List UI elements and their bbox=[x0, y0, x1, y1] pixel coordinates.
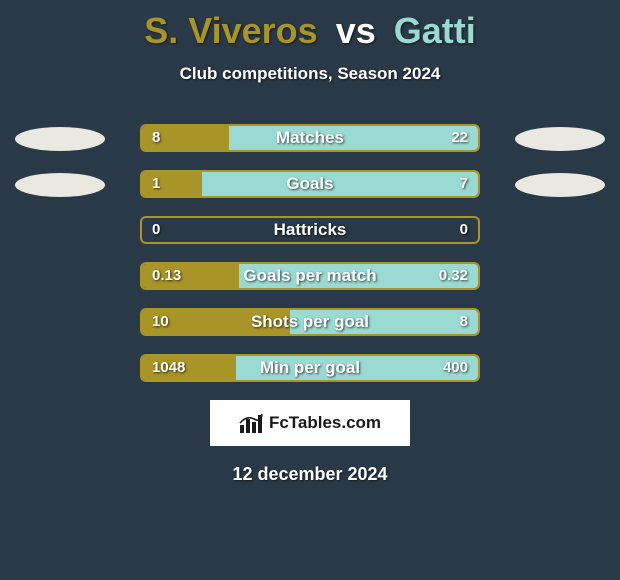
stat-row: Shots per goal10 8 bbox=[0, 308, 620, 338]
brand-text: FcTables.com bbox=[269, 413, 381, 433]
player1-name: S. Viveros bbox=[144, 10, 317, 51]
stat-bar: Hattricks0 0 bbox=[140, 216, 480, 244]
bar-icon bbox=[239, 413, 263, 433]
player2-value: 400 bbox=[443, 356, 468, 380]
player1-value: 0 bbox=[152, 218, 160, 242]
player1-value: 8 bbox=[152, 126, 160, 150]
stat-row: Hattricks0 0 bbox=[0, 216, 620, 246]
brand-badge: FcTables.com bbox=[210, 400, 410, 446]
stat-label: Hattricks bbox=[142, 218, 478, 242]
stat-bar: Matches8 22 bbox=[140, 124, 480, 152]
vs-label: vs bbox=[336, 10, 376, 51]
player1-token bbox=[15, 173, 105, 197]
comparison-title: S. Viveros vs Gatti bbox=[0, 0, 620, 52]
stat-label: Matches bbox=[142, 126, 478, 150]
stat-row: Min per goal1048 400 bbox=[0, 354, 620, 384]
stat-row: Goals per match0.13 0.32 bbox=[0, 262, 620, 292]
stat-bar: Min per goal1048 400 bbox=[140, 354, 480, 382]
player1-value: 1 bbox=[152, 172, 160, 196]
stat-label: Goals per match bbox=[142, 264, 478, 288]
comparison-chart: Matches822Goals17Hattricks00Goals per ma… bbox=[0, 124, 620, 384]
player2-value: 0 bbox=[460, 218, 468, 242]
stat-row: Matches8 22 bbox=[0, 124, 620, 154]
subtitle: Club competitions, Season 2024 bbox=[0, 64, 620, 84]
player2-value: 7 bbox=[460, 172, 468, 196]
stat-bar: Shots per goal10 8 bbox=[140, 308, 480, 336]
player2-token bbox=[515, 127, 605, 151]
stat-label: Goals bbox=[142, 172, 478, 196]
player2-value: 0.32 bbox=[439, 264, 468, 288]
stat-bar: Goals per match0.13 0.32 bbox=[140, 262, 480, 290]
player1-value: 1048 bbox=[152, 356, 185, 380]
player2-token bbox=[515, 173, 605, 197]
player2-value: 22 bbox=[451, 126, 468, 150]
player2-value: 8 bbox=[460, 310, 468, 334]
stat-row: Goals1 7 bbox=[0, 170, 620, 200]
player1-token bbox=[15, 127, 105, 151]
stat-label: Min per goal bbox=[142, 356, 478, 380]
stat-label: Shots per goal bbox=[142, 310, 478, 334]
player1-value: 0.13 bbox=[152, 264, 181, 288]
player1-value: 10 bbox=[152, 310, 169, 334]
footer-date: 12 december 2024 bbox=[0, 464, 620, 485]
stat-bar: Goals1 7 bbox=[140, 170, 480, 198]
player2-name: Gatti bbox=[394, 10, 476, 51]
